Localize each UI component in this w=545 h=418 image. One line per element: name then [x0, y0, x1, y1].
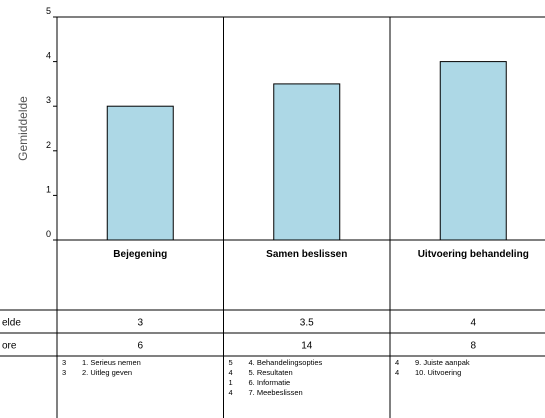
- item-score: 5: [229, 358, 233, 367]
- table-cell-value: 3: [137, 318, 143, 329]
- item-text: 4. Behandelingsopties: [249, 358, 323, 367]
- item-score: 4: [395, 358, 399, 367]
- y-axis-title: Gemiddelde: [16, 96, 30, 161]
- table-cell-value: 14: [301, 341, 313, 352]
- item-score: 3: [62, 368, 66, 377]
- y-tick-label: 3: [46, 95, 51, 105]
- category-labels: Bejegening Samen beslissen Uitvoering beha…: [113, 249, 529, 260]
- category-label: Uitvoering behandeling: [418, 249, 529, 260]
- y-tick-label: 2: [46, 140, 51, 150]
- table-cell-value: 8: [470, 341, 476, 352]
- item-text: 9. Juiste aanpak: [415, 358, 470, 367]
- item-text: 6. Informatie: [249, 378, 291, 387]
- y-axis: 0 1 2 3 4 5 Gemiddelde: [16, 6, 57, 241]
- item-score: 4: [395, 368, 399, 377]
- y-tick-label: 1: [46, 184, 51, 194]
- category-label: Samen beslissen: [266, 249, 347, 260]
- table-cell-value: 4: [470, 318, 476, 329]
- table-row-label: ore: [2, 341, 17, 352]
- item-text: 10. Uitvoering: [415, 368, 461, 377]
- bar: [439, 61, 507, 241]
- item-score: 4: [229, 388, 233, 397]
- category-label: Bejegening: [113, 249, 167, 260]
- bars: [106, 61, 507, 241]
- item-text: 2. Uitleg geven: [82, 368, 132, 377]
- bar: [273, 83, 341, 241]
- y-tick-label: 4: [46, 51, 51, 61]
- item-score: 3: [62, 358, 66, 367]
- item-score: 1: [229, 378, 233, 387]
- table-row-label: elde: [2, 318, 21, 329]
- item-text: 7. Meebeslissen: [249, 388, 303, 397]
- y-tick-label: 0: [46, 229, 51, 239]
- item-text: 1. Serieus nemen: [82, 358, 141, 367]
- item-score: 4: [229, 368, 233, 377]
- bar: [106, 105, 174, 241]
- table-cell-value: 6: [137, 341, 143, 352]
- y-tick-label: 5: [46, 6, 51, 16]
- table-cell-value: 3.5: [300, 318, 314, 329]
- item-text: 5. Resultaten: [249, 368, 293, 377]
